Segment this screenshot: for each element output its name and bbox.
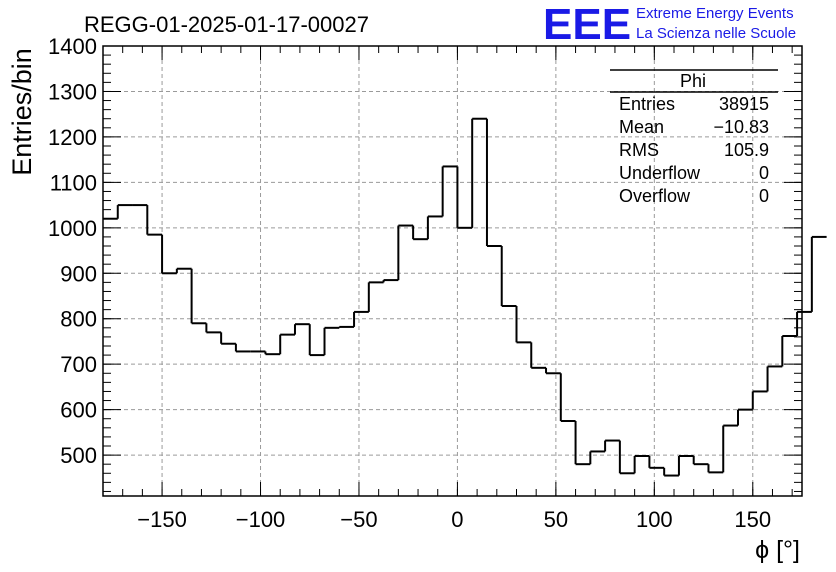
y-tick-label: 1000 — [48, 216, 97, 241]
y-tick-label: 700 — [60, 352, 97, 377]
logo-line-2: La Scienza nelle Scuole — [636, 25, 796, 42]
stats-label-entries: Entries — [619, 94, 675, 114]
stats-title: Phi — [680, 71, 706, 91]
plot-frame — [102, 45, 803, 497]
y-tick-label: 1400 — [48, 34, 97, 59]
grid-lines — [103, 46, 802, 496]
stats-label-rms: RMS — [619, 140, 659, 160]
x-tick-label: 100 — [636, 507, 673, 532]
x-tick-label: 150 — [734, 507, 771, 532]
histogram-series — [103, 117, 827, 477]
stats-value-entries: 38915 — [719, 94, 769, 114]
x-tick-label: −150 — [137, 507, 187, 532]
stats-label-overflow: Overflow — [619, 186, 691, 206]
stats-value-rms: 105.9 — [724, 140, 769, 160]
eee-logo: EEE Extreme Energy Events La Scienza nel… — [543, 0, 796, 49]
stats-label-mean: Mean — [619, 117, 664, 137]
x-tick-label: 50 — [544, 507, 568, 532]
chart-title: REGG-01-2025-01-17-00027 — [84, 12, 369, 37]
logo-line-1: Extreme Energy Events — [636, 5, 794, 22]
x-tick-label: 0 — [451, 507, 463, 532]
tick-labels: −150 −100 −50 0 50 100 150 500 600 700 800 900 1000 1… — [48, 34, 771, 532]
stats-label-underflow: Underflow — [619, 163, 701, 183]
y-axis-label: Entries/bin — [7, 48, 37, 176]
y-tick-label: 900 — [60, 261, 97, 286]
y-tick-label: 1300 — [48, 79, 97, 104]
y-tick-label: 600 — [60, 398, 97, 423]
y-tick-label: 800 — [60, 307, 97, 332]
y-tick-label: 500 — [60, 443, 97, 468]
x-axis-label: ϕ [°] — [755, 536, 800, 564]
stats-value-overflow: 0 — [759, 186, 769, 206]
x-tick-label: −100 — [236, 507, 286, 532]
stats-value-underflow: 0 — [759, 163, 769, 183]
y-tick-label: 1100 — [50, 170, 97, 195]
y-tick-label: 1200 — [48, 125, 97, 150]
x-tick-label: −50 — [340, 507, 377, 532]
eee-logo-mark: EEE — [543, 0, 631, 49]
stats-box: Phi Entries 38915 Mean −10.83 RMS 105.9 … — [610, 69, 778, 206]
stats-value-mean: −10.83 — [713, 117, 769, 137]
